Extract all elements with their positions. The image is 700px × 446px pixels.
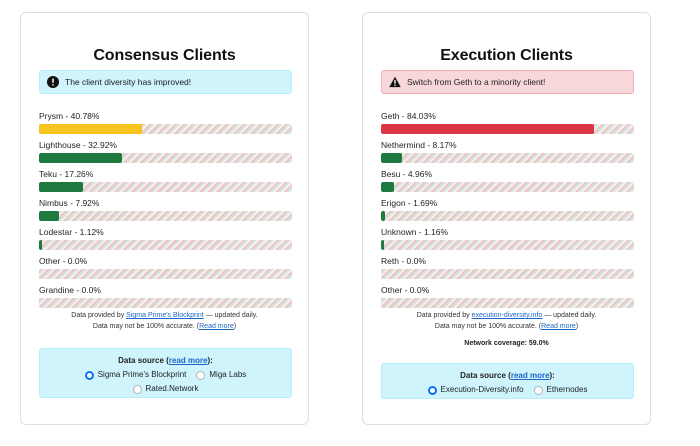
client-share-fill xyxy=(39,124,143,134)
data-source-option[interactable]: Sigma Prime's Blockprint xyxy=(84,368,187,382)
client-share-fill xyxy=(381,124,594,134)
client-share-fill xyxy=(39,153,123,163)
read-more-link[interactable]: read more xyxy=(168,356,208,365)
read-more-link[interactable]: Read more xyxy=(541,323,576,330)
client-share-fill xyxy=(381,182,394,192)
client-row: Reth - 0.0% xyxy=(381,255,634,284)
client-share-bar xyxy=(381,153,634,163)
client-share-fill xyxy=(39,240,42,250)
client-row: Prysm - 40.78% xyxy=(39,110,292,139)
data-attribution: Data provided by Sigma Prime's Blockprin… xyxy=(71,312,258,330)
client-label: Erigon - 1.69% xyxy=(381,198,438,208)
client-label: Other - 0.0% xyxy=(381,285,430,295)
client-share-bar xyxy=(381,182,634,192)
client-share-bar xyxy=(39,182,292,192)
data-attribution: Data provided by execution-diversity.inf… xyxy=(416,312,597,330)
data-source-options: Sigma Prime's Blockprint Miga Labs Rated.N… xyxy=(40,368,291,396)
client-share-bar xyxy=(39,153,292,163)
client-share-fill xyxy=(39,182,83,192)
client-share-bar xyxy=(39,298,292,308)
execution-clients-card: Execution Clients Switch from Geth to a … xyxy=(362,12,651,425)
consensus-clients-card: Consensus Clients The client diversity h… xyxy=(20,12,309,425)
network-coverage: Network coverage: 59.0% xyxy=(464,340,549,347)
client-share-fill xyxy=(381,153,402,163)
client-label: Lighthouse - 32.92% xyxy=(39,140,117,150)
client-share-bar xyxy=(381,240,634,250)
client-share-bar xyxy=(381,124,634,134)
client-share-fill xyxy=(39,211,60,221)
client-row: Erigon - 1.69% xyxy=(381,197,634,226)
read-more-link[interactable]: read more xyxy=(510,371,550,380)
radio-unchecked-icon[interactable] xyxy=(196,370,206,380)
client-label: Grandine - 0.0% xyxy=(39,285,101,295)
exclamation-circle-icon xyxy=(47,76,59,88)
client-label: Lodestar - 1.12% xyxy=(39,227,104,237)
client-label: Prysm - 40.78% xyxy=(39,111,100,121)
data-source-option-label: Rated.Network xyxy=(145,384,199,393)
client-share-fill xyxy=(381,211,386,221)
client-label: Besu - 4.96% xyxy=(381,169,433,179)
radio-unchecked-icon[interactable] xyxy=(533,385,543,395)
data-source-option-label: Sigma Prime's Blockprint xyxy=(97,370,187,379)
read-more-link[interactable]: Read more xyxy=(199,323,234,330)
client-row: Nimbus - 7.92% xyxy=(39,197,292,226)
data-source-option[interactable]: Miga Labs xyxy=(196,368,246,382)
data-source-option-label: Ethernodes xyxy=(546,385,588,394)
source-link[interactable]: Sigma Prime's Blockprint xyxy=(126,312,204,319)
radio-checked-icon[interactable] xyxy=(427,385,437,395)
card-title: Consensus Clients xyxy=(93,47,236,64)
data-source-option[interactable]: Ethernodes xyxy=(533,383,588,397)
client-row: Other - 0.0% xyxy=(381,284,634,313)
radio-unchecked-icon[interactable] xyxy=(132,384,142,394)
data-source-option[interactable]: Execution-Diversity.info xyxy=(427,383,524,397)
data-source-panel: Data source (read more): Execution-Diver… xyxy=(381,363,634,399)
client-label: Nimbus - 7.92% xyxy=(39,198,100,208)
client-row: Geth - 84.03% xyxy=(381,110,634,139)
client-label: Reth - 0.0% xyxy=(381,256,426,266)
warning-triangle-icon xyxy=(389,76,401,88)
client-row: Unknown - 1.16% xyxy=(381,226,634,255)
client-share-bar xyxy=(381,269,634,279)
client-row: Besu - 4.96% xyxy=(381,168,634,197)
client-row: Grandine - 0.0% xyxy=(39,284,292,313)
diversity-alert: The client diversity has improved! xyxy=(39,70,292,94)
client-label: Nethermind - 8.17% xyxy=(381,140,457,150)
client-row: Teku - 17.26% xyxy=(39,168,292,197)
diversity-alert: Switch from Geth to a minority client! xyxy=(381,70,634,94)
alert-text: The client diversity has improved! xyxy=(65,77,192,87)
client-label: Other - 0.0% xyxy=(39,256,88,266)
client-row: Nethermind - 8.17% xyxy=(381,139,634,168)
client-row: Lodestar - 1.12% xyxy=(39,226,292,255)
client-label: Geth - 84.03% xyxy=(381,111,436,121)
client-list: Geth - 84.03% Nethermind - 8.17% Besu - 4.… xyxy=(381,110,634,313)
card-title: Execution Clients xyxy=(440,47,573,64)
data-source-title: Data source (read more): xyxy=(460,371,555,380)
client-share-bar xyxy=(381,298,634,308)
data-source-option-label: Miga Labs xyxy=(209,370,247,379)
alert-text: Switch from Geth to a minority client! xyxy=(407,77,546,87)
data-source-panel: Data source (read more): Sigma Prime's B… xyxy=(39,348,292,398)
client-row: Other - 0.0% xyxy=(39,255,292,284)
client-share-bar xyxy=(39,269,292,279)
source-link[interactable]: execution-diversity.info xyxy=(471,312,543,319)
client-share-bar xyxy=(381,211,634,221)
data-source-option-label: Execution-Diversity.info xyxy=(440,385,524,394)
radio-checked-icon[interactable] xyxy=(84,370,94,380)
client-share-fill xyxy=(381,240,384,250)
data-source-options: Execution-Diversity.info Ethernodes xyxy=(382,383,633,397)
client-row: Lighthouse - 32.92% xyxy=(39,139,292,168)
client-list: Prysm - 40.78% Lighthouse - 32.92% Teku - … xyxy=(39,110,292,313)
client-label: Teku - 17.26% xyxy=(39,169,94,179)
client-label: Unknown - 1.16% xyxy=(381,227,449,237)
client-share-bar xyxy=(39,124,292,134)
client-share-bar xyxy=(39,240,292,250)
data-source-option[interactable]: Rated.Network xyxy=(132,382,199,396)
data-source-title: Data source (read more): xyxy=(118,356,213,365)
client-share-bar xyxy=(39,211,292,221)
